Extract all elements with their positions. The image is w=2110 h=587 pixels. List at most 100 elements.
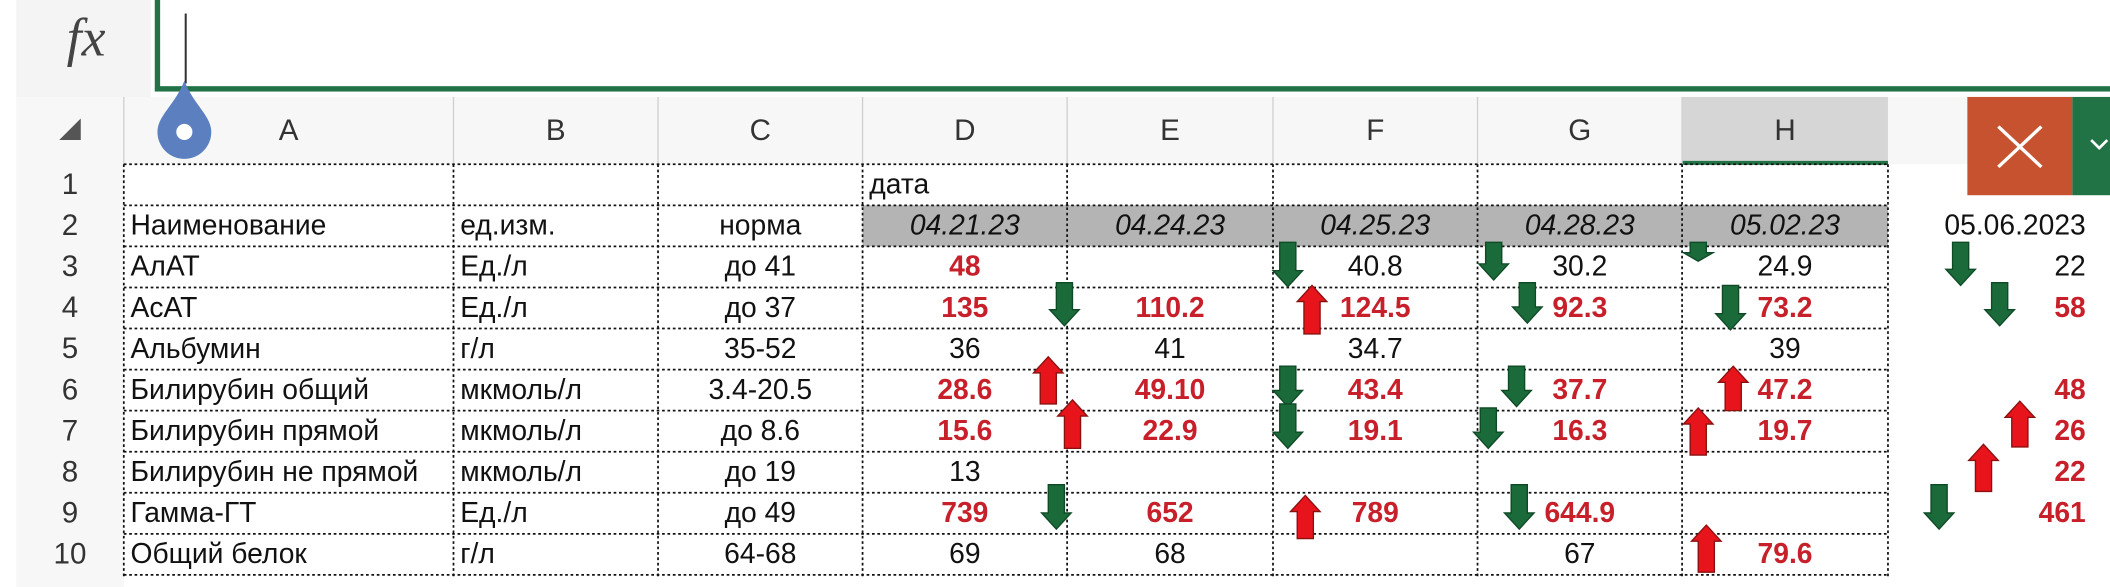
cell-text: 04.28.23 — [1525, 209, 1635, 241]
arrow-down — [1680, 241, 1716, 262]
header-cell-fill — [1272, 205, 1478, 247]
cell-text: 64-68 — [724, 537, 796, 569]
cell-text: 15.6 — [937, 414, 992, 446]
fx-box[interactable] — [16, 0, 151, 97]
cell-text: 37.7 — [1552, 373, 1607, 405]
cell-text: Билирубин не прямой — [131, 455, 419, 487]
cell-text: мкмоль/л — [460, 373, 582, 405]
arrow-down — [1040, 484, 1073, 531]
confirm-button[interactable] — [2072, 96, 2110, 196]
arrow-up — [1681, 406, 1715, 456]
cell-text: 30.2 — [1552, 250, 1607, 282]
cell-text: 13 — [949, 455, 980, 487]
cell-text: 39 — [1769, 332, 1800, 364]
cell-text: Билирубин общий — [131, 373, 369, 405]
cell-text: 04.25.23 — [1320, 209, 1430, 241]
row-header: 9 — [62, 496, 78, 529]
row-header: 8 — [62, 455, 78, 488]
cell-text: до 8.6 — [721, 414, 800, 446]
row-header: 6 — [62, 373, 78, 406]
column-header: D — [954, 114, 975, 147]
cell-text: 789 — [1352, 496, 1399, 528]
column-header: H — [1774, 114, 1795, 147]
arrow-down — [1471, 407, 1505, 450]
row-header: 10 — [54, 538, 87, 571]
cell-text: 652 — [1146, 496, 1193, 528]
cell-text: 461 — [2039, 496, 2086, 528]
arrow-down — [1500, 365, 1533, 408]
cell-text: норма — [719, 209, 801, 241]
row-header: 7 — [62, 414, 78, 447]
arrow-down — [1048, 282, 1081, 327]
arrow-up — [1689, 524, 1723, 573]
arrow-down — [1477, 241, 1511, 282]
cell-text: до 41 — [725, 250, 796, 282]
cell-text: 644.9 — [1544, 496, 1615, 528]
arrow-up — [1295, 284, 1329, 335]
select-all[interactable] — [59, 118, 81, 141]
cell-text: 67 — [1564, 537, 1595, 569]
arrow-down — [1983, 282, 2016, 327]
header-cell-fill — [1067, 205, 1273, 247]
confirm-icon — [2090, 139, 2109, 151]
arrow-down — [1510, 282, 1544, 325]
cell-text: АсАТ — [131, 291, 198, 323]
cell-text: 92.3 — [1552, 291, 1607, 323]
column-header: F — [1366, 114, 1384, 147]
cell-text: 68 — [1154, 537, 1185, 569]
cell-text: 3.4-20.5 — [708, 373, 812, 405]
column-header: C — [750, 114, 771, 147]
selection-handle[interactable] — [157, 80, 212, 159]
formula-input[interactable] — [154, 0, 2110, 92]
arrow-down — [1922, 484, 1956, 531]
arrow-up — [1031, 355, 1065, 405]
selection-handle-dot — [176, 123, 193, 141]
cell-text: 22.9 — [1143, 414, 1198, 446]
cell-text: мкмоль/л — [460, 414, 582, 446]
header-cell-fill — [1477, 205, 1683, 247]
arrow-up — [1056, 398, 1089, 450]
cell-text: Ед./л — [460, 250, 527, 282]
cell-text: Ед./л — [460, 291, 527, 323]
arrow-down — [1271, 365, 1305, 408]
arrow-up — [1967, 443, 2000, 493]
cell-text: 48 — [2054, 373, 2085, 405]
cell-text: 124.5 — [1340, 291, 1411, 323]
cell-text: 69 — [949, 537, 980, 569]
close-icon — [1997, 125, 2043, 169]
cell-text: 135 — [941, 291, 988, 323]
cell-text: 110.2 — [1135, 291, 1204, 323]
cell-text: 04.21.23 — [910, 209, 1020, 241]
cell-text: Наименование — [131, 209, 327, 241]
cell-text: 22 — [2054, 250, 2085, 282]
cell-text: до 19 — [725, 455, 796, 487]
arrow-down — [1944, 241, 1977, 287]
cell-text: 24.9 — [1758, 250, 1813, 282]
cell-text: 47.2 — [1758, 373, 1813, 405]
row-header-bar — [16, 164, 124, 587]
cell-text: 16.3 — [1552, 414, 1607, 446]
cell-text: 40.8 — [1348, 250, 1403, 282]
cell-text: 48 — [949, 250, 980, 282]
arrow-up — [1288, 494, 1322, 540]
cell-text: 28.6 — [937, 373, 992, 405]
arrow-down — [1502, 484, 1536, 531]
cell-text: 49.10 — [1135, 373, 1206, 405]
cell-text: 79.6 — [1758, 537, 1813, 569]
cell-text: г/л — [460, 537, 495, 569]
header-cell-fill — [862, 205, 1068, 247]
cell-text: 19.7 — [1758, 414, 1813, 446]
cell-text: 05.02.23 — [1730, 209, 1840, 241]
cell-text: 35-52 — [724, 332, 796, 364]
column-header: E — [1160, 114, 1180, 147]
arrow-up — [1716, 365, 1750, 412]
cell-text: 19.1 — [1348, 414, 1403, 446]
cell-text: 41 — [1154, 332, 1185, 364]
cell-text: мкмоль/л — [460, 455, 582, 487]
cell-text: 34.7 — [1348, 332, 1403, 364]
arrow-up — [2003, 400, 2037, 448]
cell-text: АлАТ — [131, 250, 200, 282]
row-header: 2 — [62, 209, 78, 242]
row-header: 3 — [62, 250, 78, 283]
